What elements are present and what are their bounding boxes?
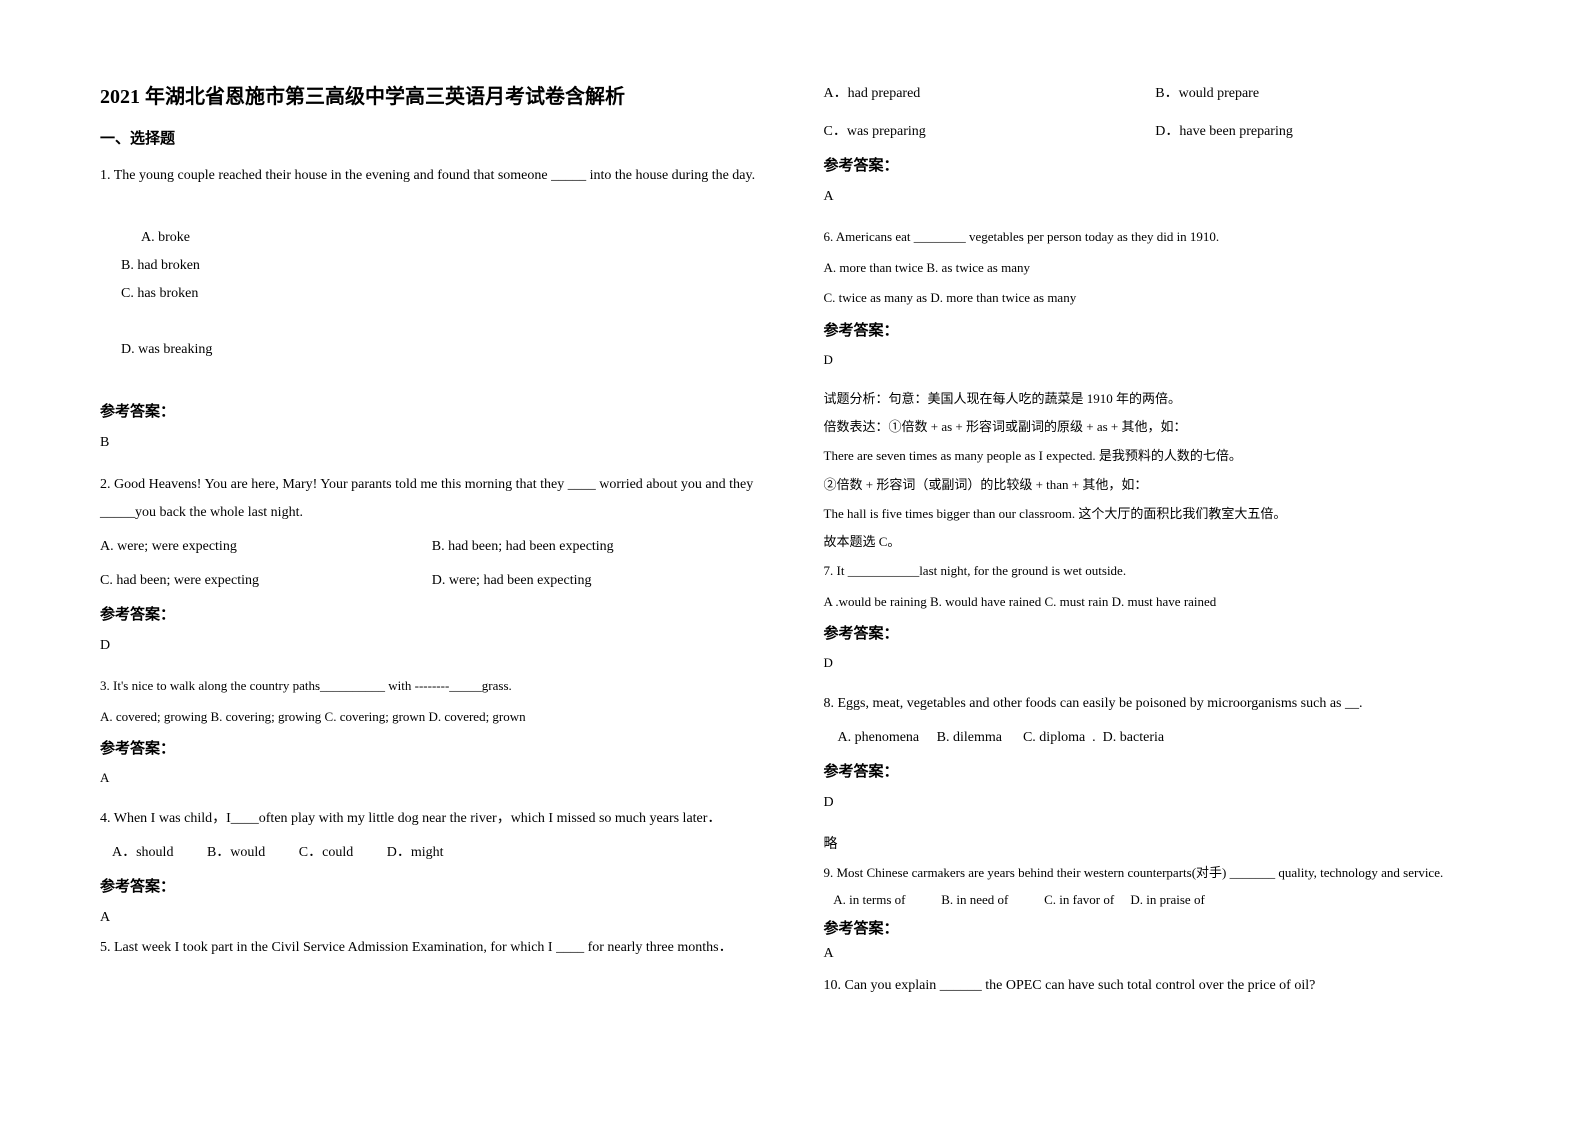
q1-optA: A. broke (121, 224, 381, 252)
q6-stem: 6. Americans eat ________ vegetables per… (824, 225, 1488, 250)
q3-options: A. covered; growing B. covering; growing… (100, 705, 764, 730)
q1-optC: C. has broken (121, 280, 198, 308)
q5-optC: C．was preparing (824, 118, 1156, 146)
q6-answer-label: 参考答案： (824, 319, 1488, 340)
q8-answer: D (824, 789, 1488, 817)
q1-optD: D. was breaking (121, 336, 212, 364)
q10-stem: 10. Can you explain ______ the OPEC can … (824, 972, 1488, 1000)
q4-optC: C．could (299, 839, 353, 867)
q4-optB: B．would (207, 839, 265, 867)
q3-answer-label: 参考答案： (100, 737, 764, 758)
q2-optA: A. were; were expecting (100, 533, 432, 561)
q2-stem: 2. Good Heavens! You are here, Mary! You… (100, 471, 764, 527)
right-column: A．had prepared B．would prepare C．was pre… (824, 80, 1488, 1000)
q7-answer-label: 参考答案： (824, 622, 1488, 643)
q2-answer-label: 参考答案： (100, 603, 764, 624)
q2-optD: D. were; had been expecting (432, 567, 764, 595)
doc-title: 2021 年湖北省恩施市第三高级中学高三英语月考试卷含解析 (100, 80, 764, 109)
q6-exp5: The hall is five times bigger than our c… (824, 502, 1488, 527)
q2-optB: B. had been; had been expecting (432, 533, 764, 561)
q6-line2: C. twice as many as D. more than twice a… (824, 286, 1488, 311)
q3-answer: A (100, 766, 764, 791)
q6-exp3: There are seven times as many people as … (824, 444, 1488, 469)
q4-stem: 4. When I was child，I____often play with… (100, 805, 764, 833)
q1-stem: 1. The young couple reached their house … (100, 162, 764, 190)
q6-line1: A. more than twice B. as twice as many (824, 256, 1488, 281)
q6-exp6: 故本题选 C。 (824, 530, 1488, 555)
q5-optA: A．had prepared (824, 80, 1156, 108)
q9-stem: 9. Most Chinese carmakers are years behi… (824, 863, 1488, 884)
q8-answer-label: 参考答案： (824, 760, 1488, 781)
q5-optB: B．would prepare (1155, 80, 1487, 108)
q5-optD: D．have been preparing (1155, 118, 1487, 146)
q5-answer-label: 参考答案： (824, 154, 1488, 175)
section-header-1: 一、选择题 (100, 127, 764, 148)
q7-options: A .would be raining B. would have rained… (824, 590, 1488, 615)
q9-answer-label: 参考答案： (824, 917, 1488, 938)
q7-answer: D (824, 651, 1488, 676)
q4-options: A．should B．would C．could D．might (100, 839, 764, 867)
q4-optD: D．might (387, 839, 444, 867)
q5-answer: A (824, 183, 1488, 211)
q6-exp2: 倍数表达：①倍数 + as + 形容词或副词的原级 + as + 其他，如： (824, 415, 1488, 440)
q8-stem: 8. Eggs, meat, vegetables and other food… (824, 690, 1488, 718)
q2-options: A. were; were expecting B. had been; had… (100, 533, 764, 595)
q7-stem: 7. It ___________last night, for the gro… (824, 559, 1488, 584)
q4-answer-label: 参考答案： (100, 875, 764, 896)
q3-stem: 3. It's nice to walk along the country p… (100, 674, 764, 699)
q8-options: A. phenomena B. dilemma C. diploma . D. … (824, 724, 1488, 752)
q9-answer: A (824, 940, 1488, 968)
q4-optA: A．should (112, 839, 173, 867)
q6-answer: D (824, 348, 1488, 373)
q6-exp1: 试题分析：句意：美国人现在每人吃的蔬菜是 1910 年的两倍。 (824, 387, 1488, 412)
q1-answer: B (100, 429, 764, 457)
q1-options: A. broke B. had broken C. has broken D. … (100, 196, 764, 392)
q2-optC: C. had been; were expecting (100, 567, 432, 595)
q4-answer: A (100, 904, 764, 932)
q6-exp4: ②倍数 + 形容词（或副词）的比较级 + than + 其他，如： (824, 473, 1488, 498)
q9-options: A. in terms of B. in need of C. in favor… (824, 890, 1488, 911)
q5-options: A．had prepared B．would prepare C．was pre… (824, 80, 1488, 146)
q1-optB: B. had broken (121, 252, 291, 280)
q2-answer: D (100, 632, 764, 660)
q5-stem: 5. Last week I took part in the Civil Se… (100, 934, 764, 962)
page-root: 2021 年湖北省恩施市第三高级中学高三英语月考试卷含解析 一、选择题 1. T… (0, 0, 1587, 1040)
q1-answer-label: 参考答案： (100, 400, 764, 421)
left-column: 2021 年湖北省恩施市第三高级中学高三英语月考试卷含解析 一、选择题 1. T… (100, 80, 764, 1000)
q8-note: 略 (824, 831, 1488, 859)
